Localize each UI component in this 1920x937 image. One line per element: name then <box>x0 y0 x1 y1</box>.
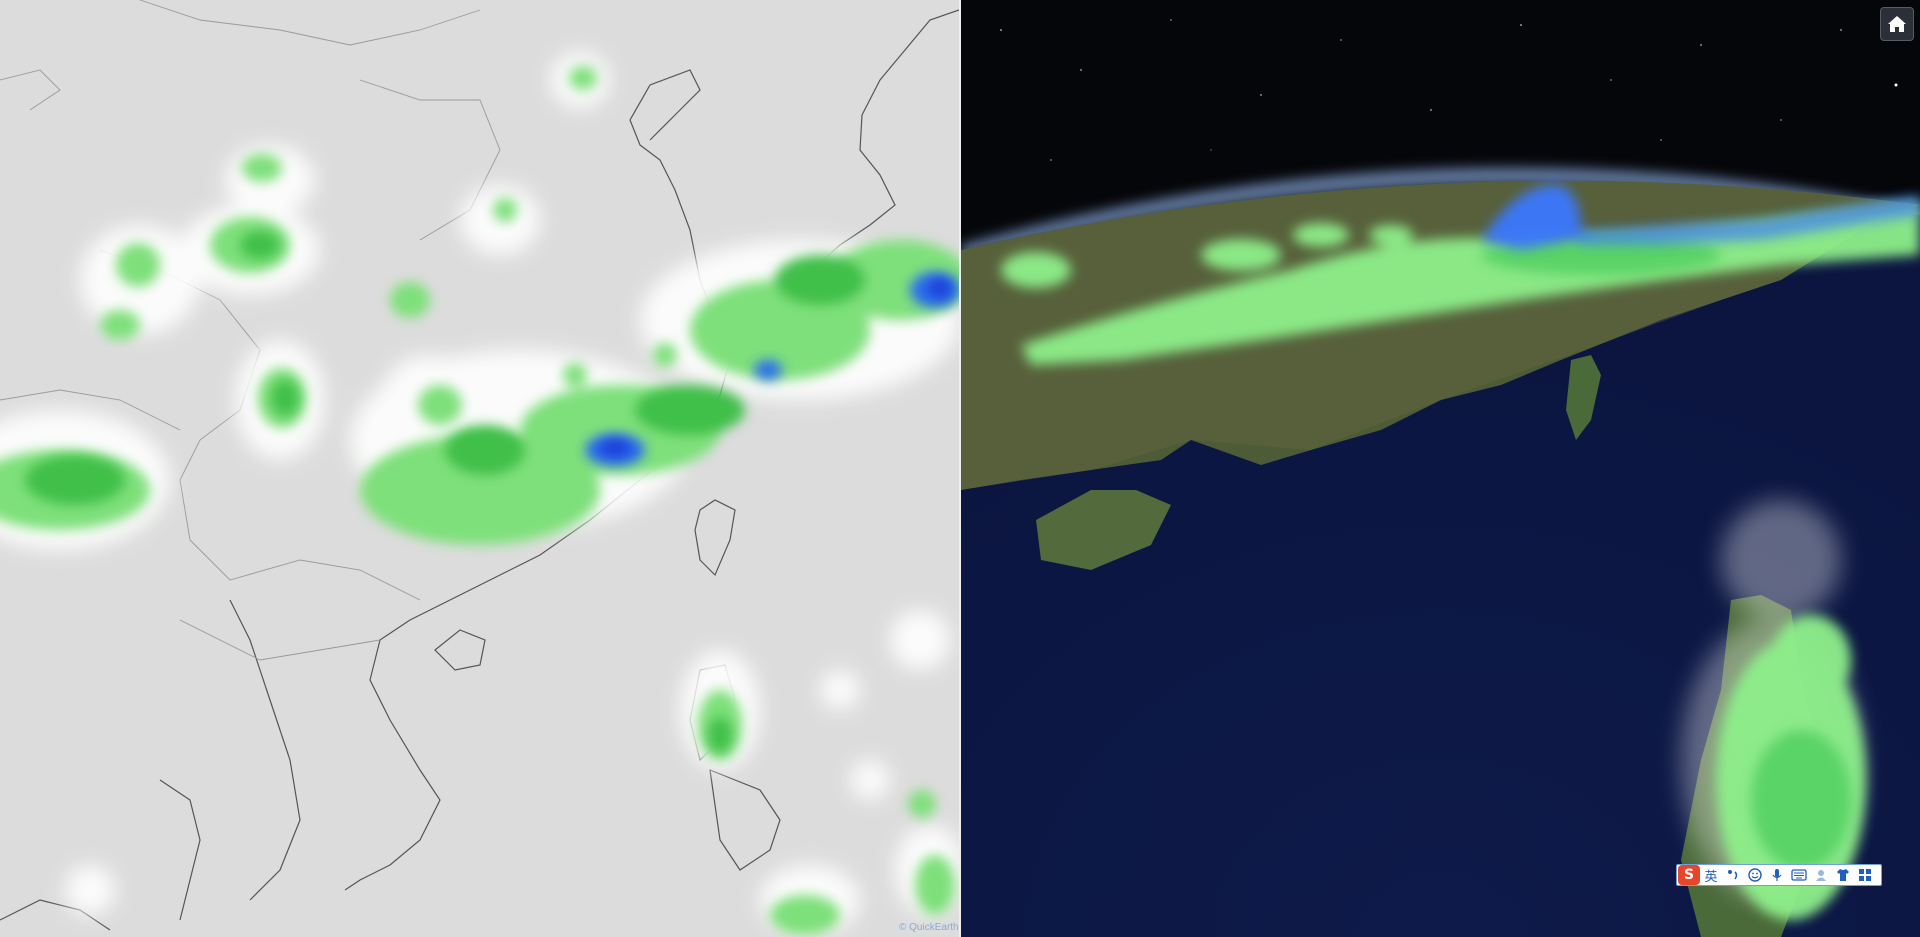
punctuation-icon[interactable] <box>1722 865 1744 885</box>
shirt-icon[interactable] <box>1832 865 1854 885</box>
ime-language-toggle[interactable]: 英 <box>1704 869 1718 885</box>
globe-island-taiwan <box>1566 355 1601 440</box>
precipitation-layer <box>0 52 959 935</box>
globe-3d-panel[interactable] <box>961 0 1920 937</box>
country-borders <box>0 0 501 661</box>
starfield <box>1000 19 1898 161</box>
split-divider[interactable] <box>959 0 961 937</box>
globe-3d-canvas[interactable] <box>961 0 1920 937</box>
map-attribution[interactable]: © QuickEarth <box>899 922 959 933</box>
grid-icon[interactable] <box>1854 865 1876 885</box>
map-2d-panel[interactable]: © QuickEarth <box>0 0 959 937</box>
ime-logo[interactable]: S <box>1678 865 1700 885</box>
emoji-icon[interactable] <box>1744 865 1766 885</box>
microphone-icon[interactable] <box>1766 865 1788 885</box>
globe-island-hainan <box>1036 490 1171 570</box>
keyboard-icon[interactable] <box>1788 865 1810 885</box>
map-2d-canvas[interactable] <box>0 0 959 937</box>
ime-toolbar[interactable]: S 英 <box>1676 864 1882 886</box>
skin-icon[interactable] <box>1810 865 1832 885</box>
home-button[interactable] <box>1880 7 1914 41</box>
globe-precipitation-layer <box>1001 184 1920 920</box>
home-icon <box>1888 16 1906 32</box>
